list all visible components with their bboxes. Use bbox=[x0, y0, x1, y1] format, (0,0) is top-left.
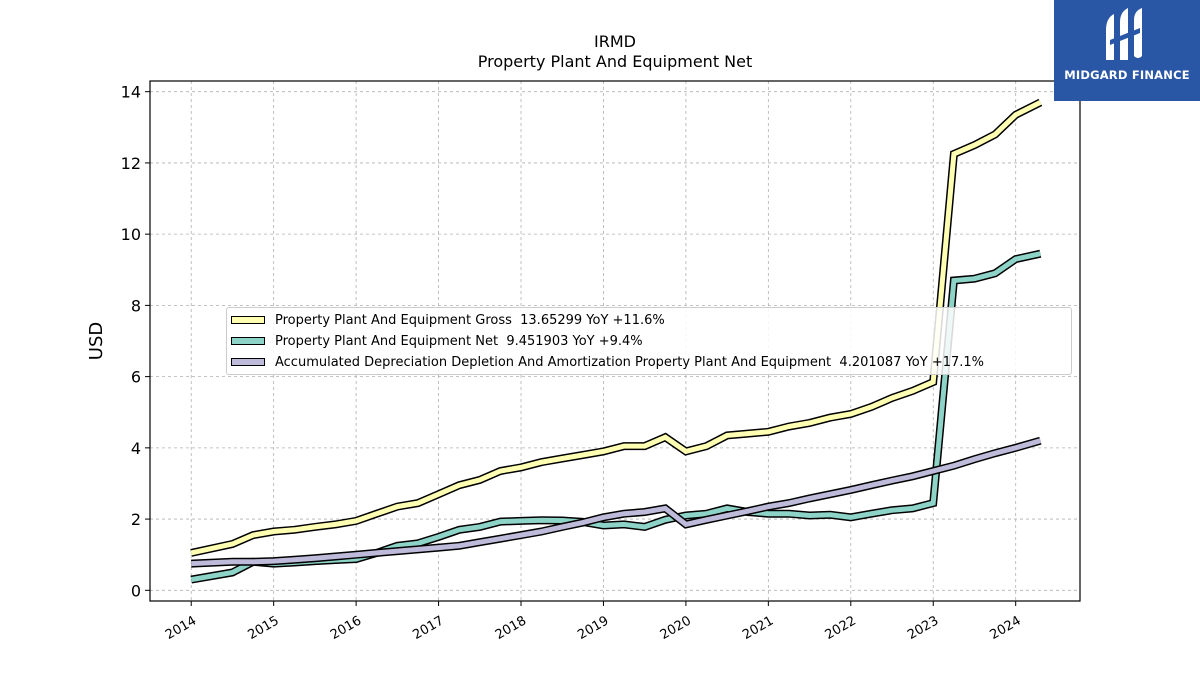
midgard-logo-icon bbox=[1106, 8, 1142, 60]
y-axis-label: USD bbox=[86, 322, 107, 360]
y-tick-label: 14 bbox=[121, 83, 141, 102]
x-tick-label: 2020 bbox=[658, 613, 694, 643]
legend-label-depreciation: Accumulated Depreciation Depletion And A… bbox=[275, 354, 985, 370]
midgard-finance-logo: MIDGARD FINANCE bbox=[1054, 0, 1200, 101]
x-tick-label: 2016 bbox=[328, 613, 364, 643]
series-line-2 bbox=[191, 438, 1042, 567]
legend-swatch-gross bbox=[231, 316, 265, 324]
legend-label-net: Property Plant And Equipment Net 9.45190… bbox=[275, 333, 643, 349]
chart-subtitle: Property Plant And Equipment Net bbox=[477, 52, 753, 71]
legend-label-gross: Property Plant And Equipment Gross 13.65… bbox=[275, 312, 665, 328]
series-line-outline-1 bbox=[190, 249, 1042, 584]
legend-item-gross: Property Plant And Equipment Gross 13.65… bbox=[227, 310, 665, 330]
legend: Property Plant And Equipment Gross 13.65… bbox=[226, 307, 1072, 375]
legend-swatch-net bbox=[231, 337, 265, 345]
series-line-0 bbox=[190, 100, 1042, 556]
x-tick-label: 2021 bbox=[740, 613, 776, 643]
y-tick-label: 6 bbox=[131, 368, 141, 387]
x-tick-label: 2024 bbox=[988, 613, 1024, 643]
y-tick-label: 12 bbox=[121, 154, 141, 173]
logo-text: MIDGARD FINANCE bbox=[1064, 68, 1190, 82]
y-tick-label: 0 bbox=[131, 581, 141, 600]
plot-frame bbox=[149, 80, 1081, 602]
series-line-outline-2 bbox=[191, 436, 1042, 568]
x-tick-label: 2018 bbox=[493, 613, 529, 643]
series-line-1 bbox=[190, 251, 1041, 583]
y-tick-label: 8 bbox=[131, 296, 141, 315]
x-tick-label: 2023 bbox=[905, 613, 941, 643]
y-tick-label: 4 bbox=[131, 439, 141, 458]
y-tick-label: 2 bbox=[131, 510, 141, 529]
x-tick-label: 2022 bbox=[823, 613, 859, 643]
x-tick-label: 2019 bbox=[575, 613, 611, 643]
series-lines bbox=[190, 98, 1043, 584]
x-tick-label: 2015 bbox=[246, 613, 282, 643]
legend-swatch-depreciation bbox=[231, 358, 265, 366]
legend-item-net: Property Plant And Equipment Net 9.45190… bbox=[227, 331, 643, 351]
legend-item-depreciation: Accumulated Depreciation Depletion And A… bbox=[227, 352, 984, 372]
chart-title: IRMD bbox=[594, 32, 636, 51]
x-tick-label: 2017 bbox=[410, 613, 446, 643]
y-tick-label: 10 bbox=[121, 225, 141, 244]
x-tick-label: 2014 bbox=[163, 613, 199, 643]
